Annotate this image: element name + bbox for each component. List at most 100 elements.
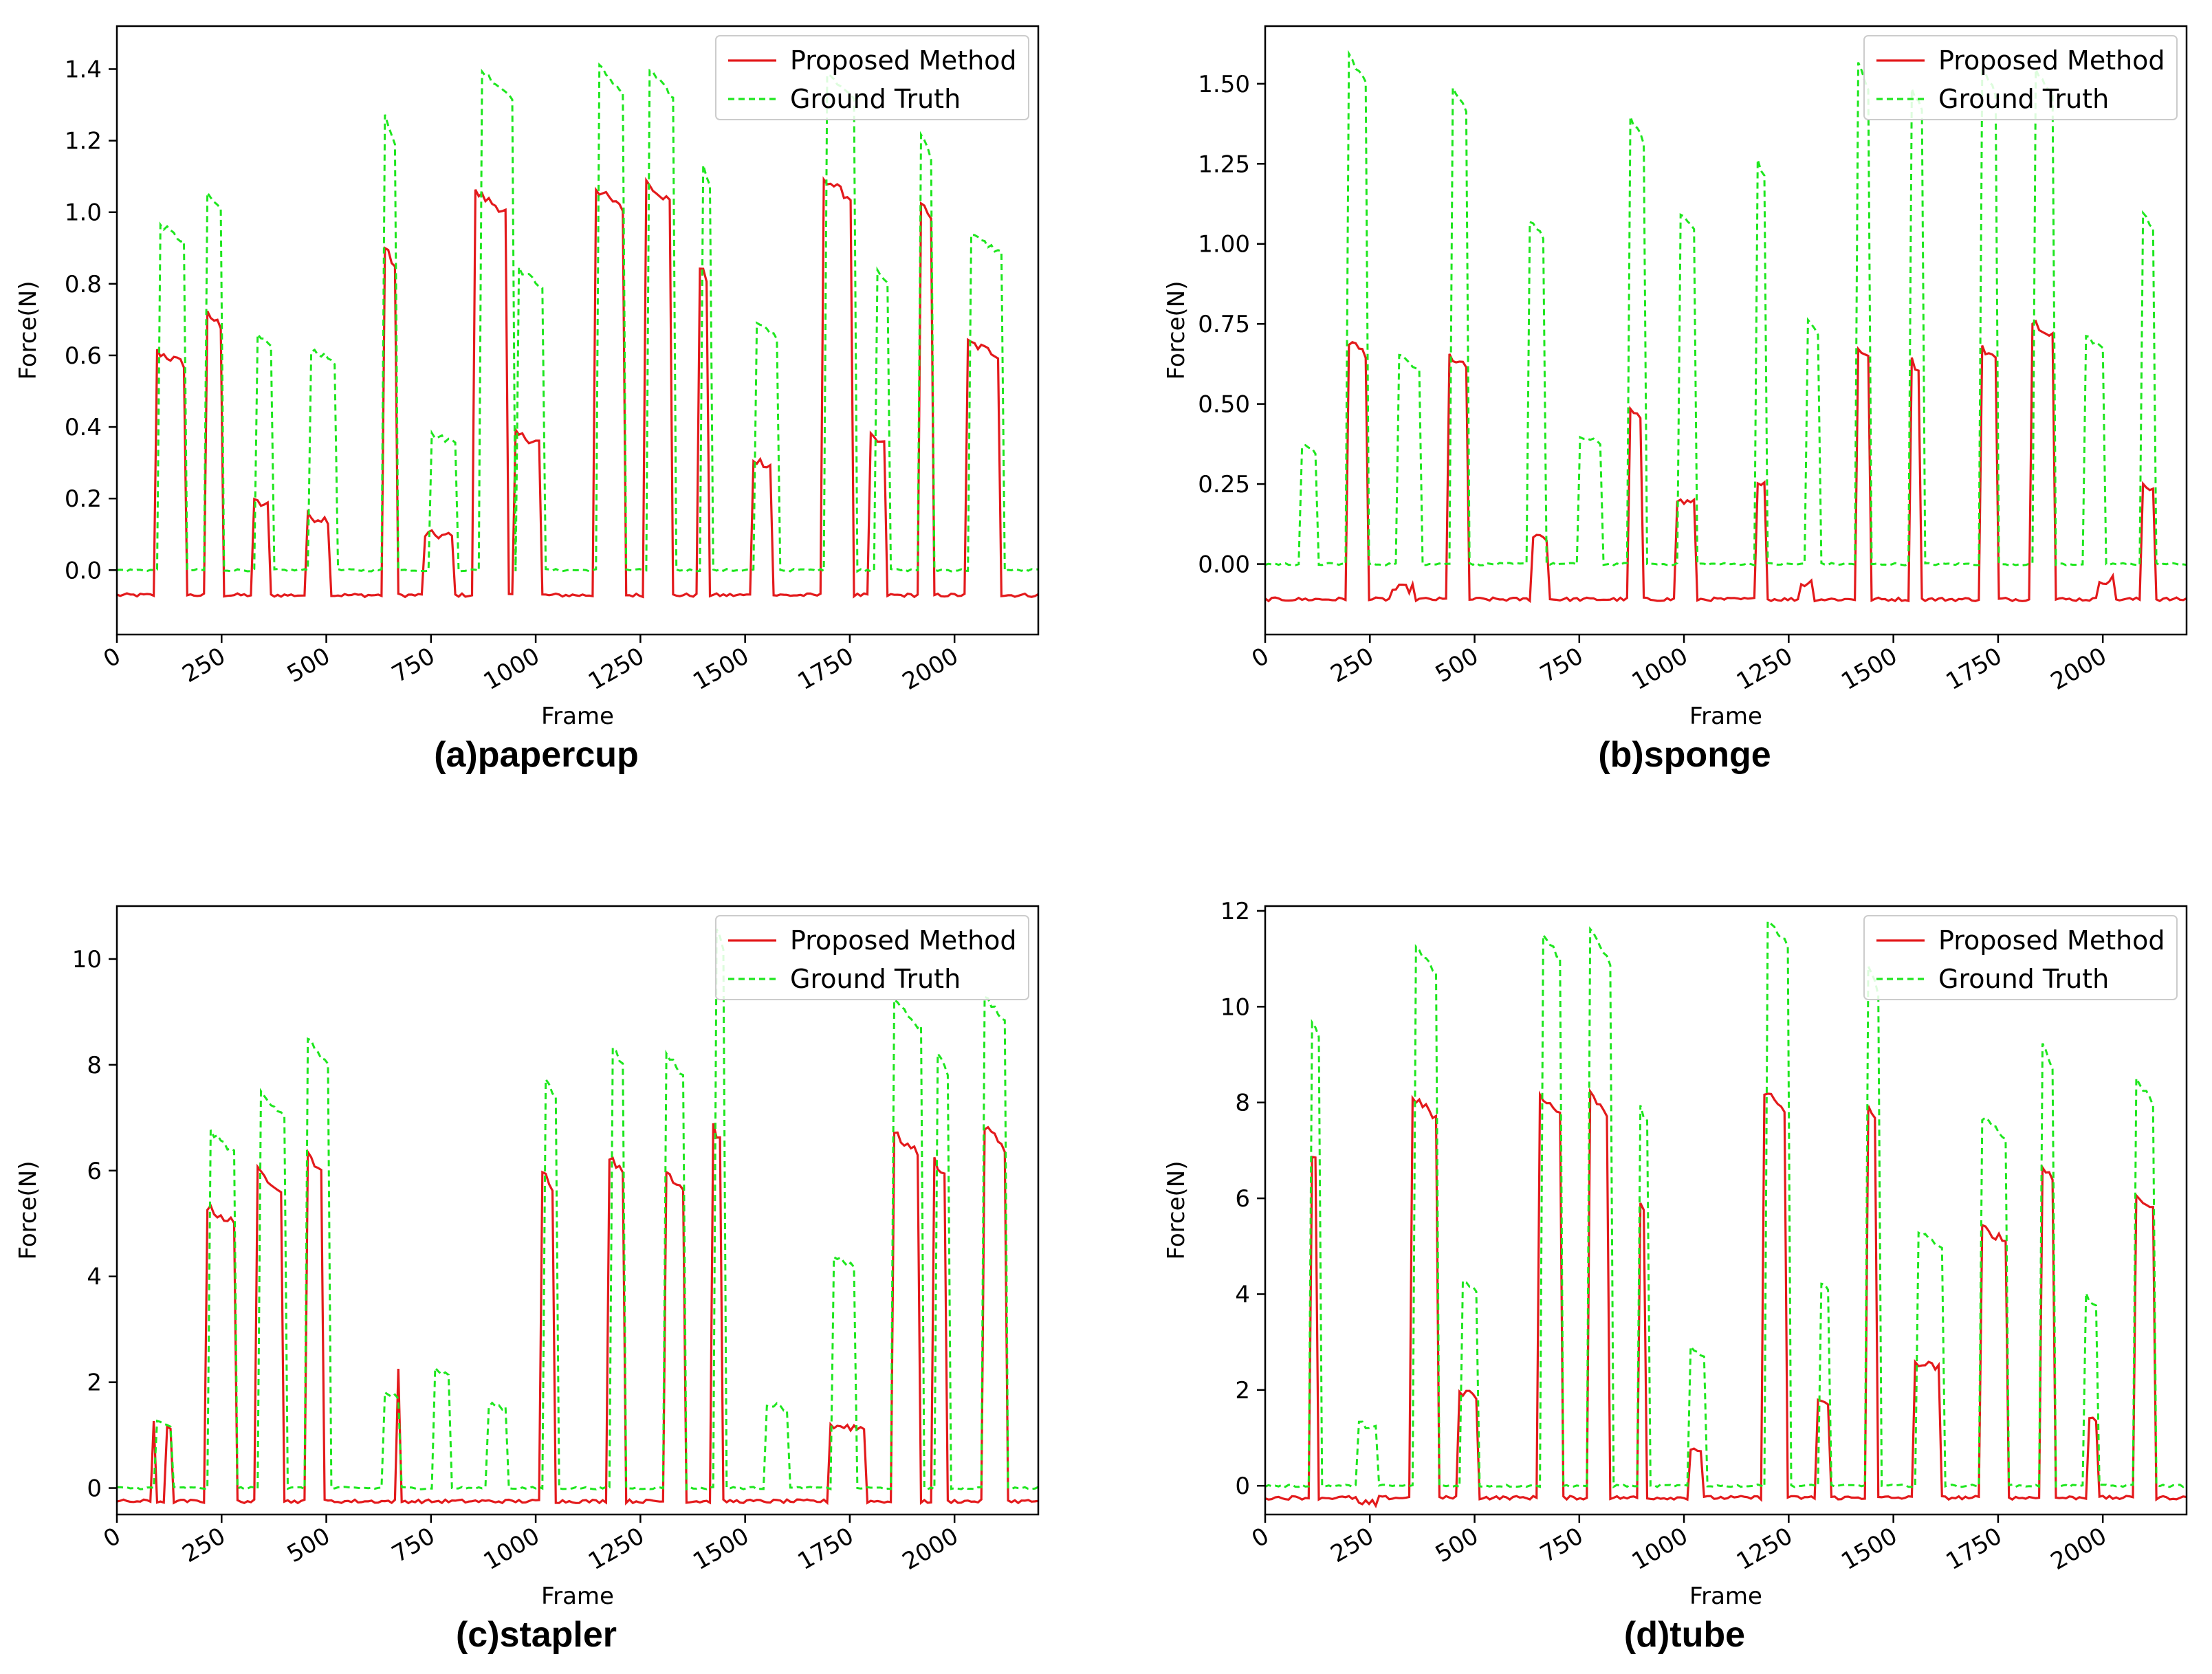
subplot-caption: (d)tube: [1624, 1615, 1745, 1655]
x-tick-label: 2000: [2046, 1522, 2112, 1576]
x-tick-label: 0: [1247, 642, 1274, 673]
x-tick-label: 1750: [793, 642, 858, 696]
y-tick-label: 0.25: [1198, 471, 1250, 498]
x-tick-label: 750: [1535, 642, 1588, 688]
x-axis-label: Frame: [541, 1583, 614, 1610]
y-tick-label: 0.2: [65, 485, 102, 513]
axes-frame: [1264, 25, 2188, 636]
x-tick-label: 1500: [1837, 1522, 1902, 1576]
x-tick-label: 1750: [1941, 1522, 2006, 1576]
x-tick-label: 2000: [898, 1522, 963, 1576]
x-tick-label: 250: [1326, 642, 1379, 688]
y-tick-label: 10: [1220, 993, 1250, 1021]
legend-entry: Proposed Method: [790, 925, 1017, 956]
x-tick-label: 1250: [1732, 1522, 1797, 1576]
axes-frame: [116, 25, 1040, 636]
x-tick-label: 750: [387, 642, 439, 688]
proposed-method-line: [117, 1123, 1038, 1506]
x-tick-label: 2000: [898, 642, 963, 696]
ground-truth-line: [1265, 919, 2187, 1489]
y-tick-label: 1.00: [1198, 231, 1250, 258]
proposed-method-line: [117, 176, 1038, 599]
x-tick-label: 1000: [479, 1522, 545, 1576]
x-tick-label: 750: [1535, 1522, 1588, 1568]
y-tick-label: 4: [1235, 1281, 1250, 1308]
subplot-caption: (b)sponge: [1598, 735, 1771, 775]
x-tick-label: 250: [1326, 1522, 1379, 1568]
subplot-caption: (c)stapler: [456, 1615, 617, 1655]
legend-entry: Proposed Method: [1938, 925, 2165, 956]
y-tick-label: 0.50: [1198, 391, 1250, 419]
subplot-1: 0.0 0.2 0.4 0.6 0.8 1.0 1.2 1.4 0 250 500 750 1000 12…: [14, 25, 1040, 775]
y-tick-label: 4: [87, 1264, 102, 1291]
legend-entry: Ground Truth: [1938, 84, 2109, 114]
legend-box: [715, 35, 1029, 120]
y-tick-label: 2: [87, 1369, 102, 1397]
y-tick-label: 1.2: [65, 128, 102, 155]
y-axis-label: Force(N): [1163, 281, 1190, 380]
x-tick-label: 1000: [479, 642, 545, 696]
x-tick-label: 1250: [584, 642, 649, 696]
x-axis-label: Frame: [541, 703, 614, 730]
y-tick-label: 2: [1235, 1377, 1250, 1405]
x-tick-label: 250: [178, 642, 230, 688]
x-tick-label: 2000: [2046, 642, 2112, 696]
legend-box: [1863, 35, 2178, 120]
x-tick-label: 1750: [1941, 642, 2006, 696]
subplot-4: 0 2 4 6 8 10 12 0 250 500 750 1000 1250 1500 1750 2000 F…: [1163, 898, 2188, 1655]
ground-truth-line: [117, 62, 1038, 573]
y-axis-label: Force(N): [14, 281, 42, 380]
axes-frame: [1264, 905, 2188, 1516]
y-axis-label: Force(N): [1163, 1161, 1190, 1260]
x-tick-label: 0: [99, 642, 126, 673]
y-tick-label: 1.25: [1198, 151, 1250, 178]
y-tick-label: 0.75: [1198, 311, 1250, 338]
y-tick-label: 1.0: [65, 199, 102, 227]
y-tick-label: 0.00: [1198, 551, 1250, 579]
legend: Proposed Method Ground Truth: [715, 915, 1029, 1000]
x-axis-label: Frame: [1689, 1583, 1762, 1610]
y-tick-label: 0: [87, 1475, 102, 1503]
legend: Proposed Method Ground Truth: [1863, 35, 2178, 120]
y-axis-label: Force(N): [14, 1161, 42, 1260]
legend-entry: Proposed Method: [1938, 45, 2165, 76]
subplot-caption: (a)papercup: [434, 735, 639, 775]
legend-entry: Ground Truth: [790, 964, 961, 994]
y-tick-label: 0.4: [65, 414, 102, 441]
legend: Proposed Method Ground Truth: [1863, 915, 2178, 1000]
x-tick-label: 1750: [793, 1522, 858, 1576]
y-tick-label: 0: [1235, 1473, 1250, 1500]
y-tick-label: 1.4: [65, 56, 102, 83]
x-tick-label: 1500: [1837, 642, 1902, 696]
x-tick-label: 0: [99, 1522, 126, 1553]
x-axis-label: Frame: [1689, 703, 1762, 730]
x-tick-label: 1500: [688, 642, 754, 696]
legend-entry: Ground Truth: [790, 84, 961, 114]
proposed-method-line: [1265, 1088, 2187, 1508]
x-tick-label: 0: [1247, 1522, 1274, 1553]
x-tick-label: 500: [283, 1522, 335, 1568]
x-tick-label: 500: [1431, 642, 1483, 688]
y-tick-label: 0.0: [65, 557, 102, 584]
legend-box: [715, 915, 1029, 1000]
y-tick-label: 0.6: [65, 342, 102, 370]
y-tick-label: 6: [87, 1158, 102, 1185]
y-tick-label: 0.8: [65, 271, 102, 298]
x-tick-label: 1250: [1732, 642, 1797, 696]
legend-box: [1863, 915, 2178, 1000]
x-tick-label: 1250: [584, 1522, 649, 1576]
y-tick-label: 8: [87, 1052, 102, 1079]
y-tick-label: 8: [1235, 1090, 1250, 1117]
subplot-2: 0.00 0.25 0.50 0.75 1.00 1.25 1.50 0 250 500 750 10…: [1163, 25, 2188, 775]
x-tick-label: 500: [1431, 1522, 1483, 1568]
legend: Proposed Method Ground Truth: [715, 35, 1029, 120]
legend-entry: Ground Truth: [1938, 964, 2109, 994]
x-tick-label: 1500: [688, 1522, 754, 1576]
x-tick-label: 250: [178, 1522, 230, 1568]
y-tick-label: 12: [1220, 898, 1250, 925]
y-tick-label: 6: [1235, 1185, 1250, 1213]
x-tick-label: 1000: [1628, 1522, 1693, 1576]
proposed-method-line: [1265, 319, 2187, 604]
y-tick-label: 10: [72, 946, 102, 973]
